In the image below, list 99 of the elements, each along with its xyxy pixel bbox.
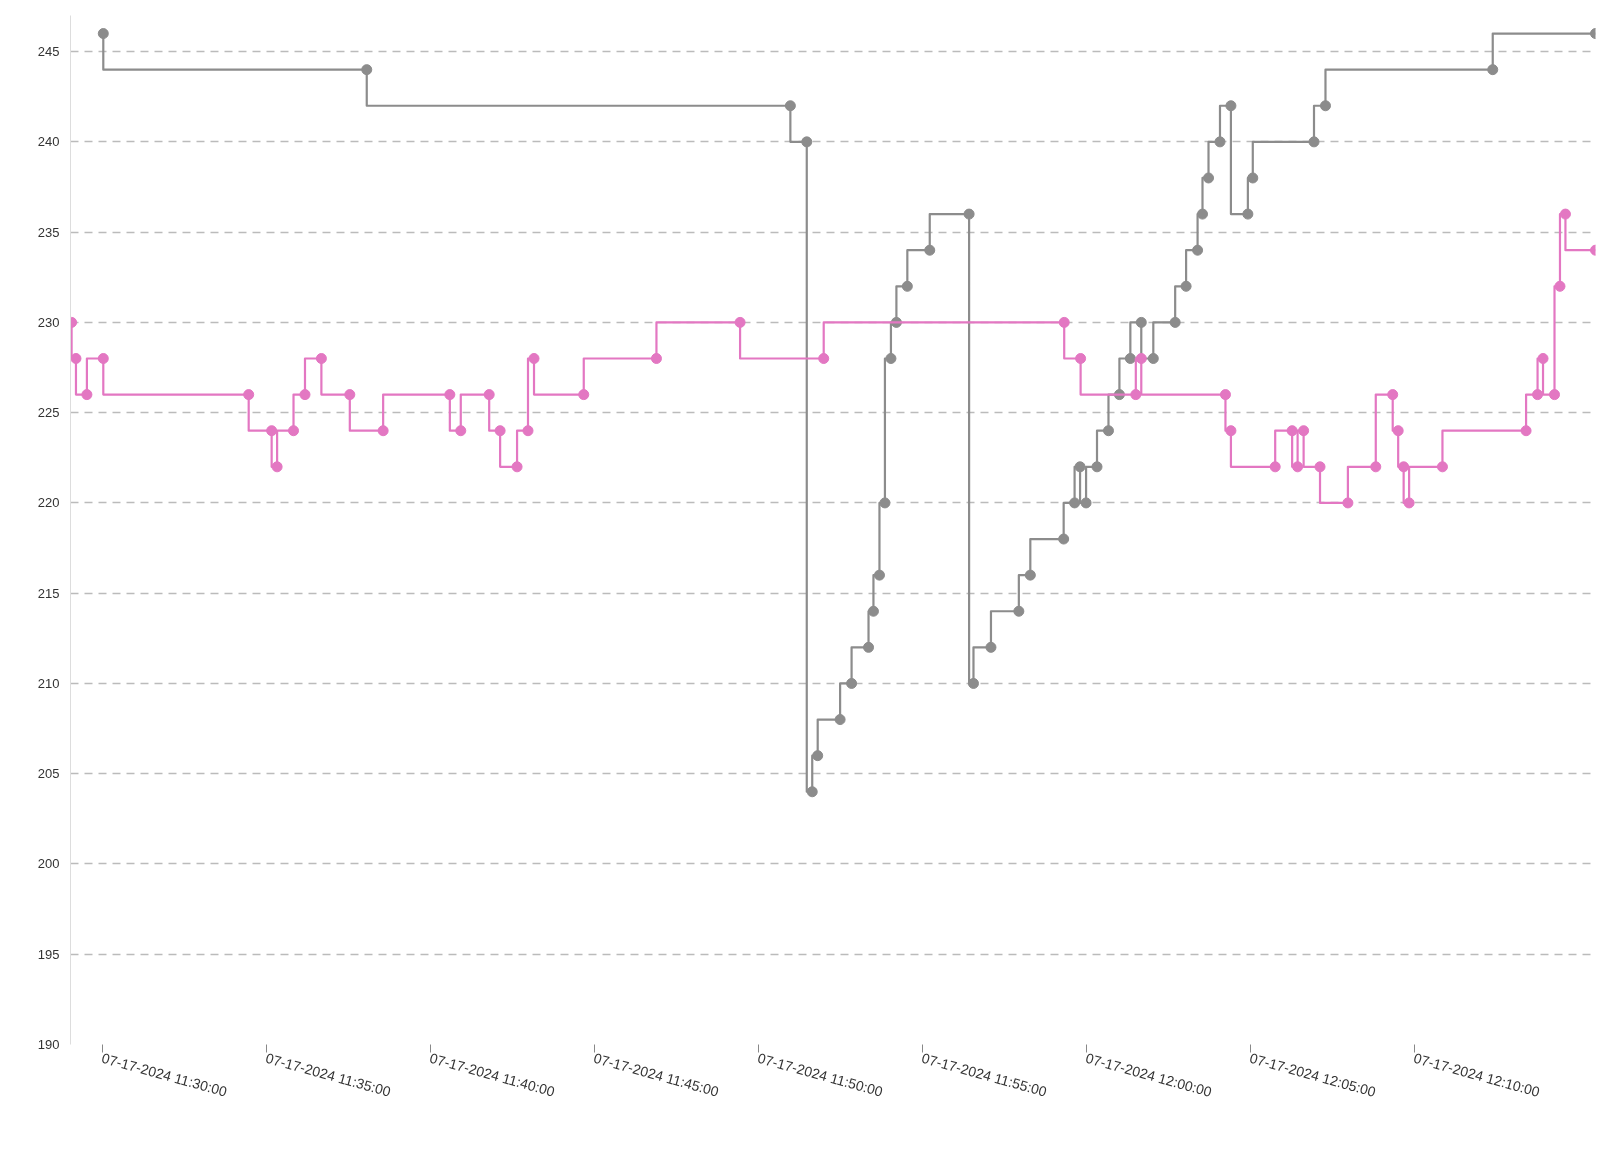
- point: [455, 425, 467, 437]
- point: [1135, 316, 1147, 328]
- y-tick-label: 205: [37, 766, 60, 782]
- point: [1214, 136, 1226, 148]
- point: [1203, 172, 1215, 184]
- point: [1197, 208, 1208, 220]
- y-tick-label: 215: [37, 585, 60, 601]
- point: [444, 389, 456, 401]
- point: [522, 425, 534, 437]
- point: [361, 64, 373, 76]
- point: [963, 208, 975, 220]
- point: [818, 353, 830, 364]
- point: [1074, 461, 1086, 473]
- point: [1135, 353, 1147, 364]
- y-tick-label: 235: [37, 224, 60, 240]
- y-tick-label: 220: [37, 495, 60, 511]
- y-tick-label: 225: [37, 405, 60, 421]
- point: [734, 316, 746, 328]
- point: [1219, 389, 1231, 401]
- y-tick-label: 230: [37, 314, 60, 330]
- point: [1058, 316, 1070, 328]
- point: [879, 497, 891, 509]
- point: [1013, 605, 1025, 617]
- point: [1549, 389, 1561, 401]
- point: [867, 605, 879, 617]
- point: [1147, 353, 1159, 364]
- y-tick-label: 200: [37, 856, 60, 872]
- point: [801, 136, 813, 148]
- y-tick-label: 240: [37, 134, 60, 150]
- point: [846, 677, 858, 689]
- point: [81, 389, 93, 401]
- point: [1169, 316, 1181, 328]
- point: [985, 641, 997, 653]
- point: [299, 389, 311, 401]
- point: [806, 786, 818, 798]
- point: [1436, 461, 1448, 473]
- point: [1269, 461, 1281, 473]
- point: [1024, 569, 1036, 581]
- point: [70, 353, 82, 364]
- point: [1225, 425, 1237, 437]
- point: [1075, 353, 1087, 364]
- y-tick-label: 195: [37, 946, 60, 962]
- point: [1559, 208, 1571, 220]
- y-tick-label: 190: [37, 1037, 60, 1052]
- point: [288, 425, 300, 437]
- point: [1554, 280, 1566, 292]
- point: [494, 425, 506, 437]
- point: [1192, 244, 1204, 256]
- point: [1130, 389, 1142, 401]
- point: [1308, 136, 1320, 148]
- point: [863, 641, 875, 653]
- point: [377, 425, 389, 437]
- point: [1520, 425, 1532, 437]
- point: [1392, 425, 1404, 437]
- point: [1387, 389, 1399, 401]
- point: [885, 353, 897, 364]
- point: [873, 569, 885, 581]
- point: [511, 461, 523, 473]
- point: [1247, 172, 1259, 184]
- point: [1314, 461, 1326, 473]
- point: [834, 714, 846, 726]
- point: [924, 244, 936, 256]
- point: [1342, 497, 1354, 509]
- point: [1403, 497, 1415, 509]
- point: [1319, 100, 1331, 112]
- point: [650, 353, 662, 364]
- point: [243, 389, 255, 401]
- point: [901, 280, 913, 292]
- point: [1069, 497, 1081, 509]
- point: [1080, 497, 1092, 509]
- point: [578, 389, 590, 401]
- point: [315, 353, 327, 364]
- point: [1532, 389, 1544, 401]
- point: [1225, 100, 1237, 112]
- point: [271, 461, 283, 473]
- point: [528, 353, 540, 364]
- point: [483, 389, 495, 401]
- point: [266, 425, 278, 437]
- point: [1370, 461, 1382, 473]
- point: [1286, 425, 1298, 437]
- point: [1058, 533, 1070, 545]
- y-tick-label: 245: [37, 44, 60, 60]
- point: [967, 677, 979, 689]
- point: [1292, 461, 1304, 473]
- point: [1537, 353, 1549, 364]
- point: [97, 28, 109, 40]
- point: [1124, 353, 1136, 364]
- point: [97, 353, 109, 364]
- point: [1487, 64, 1499, 76]
- point: [784, 100, 796, 112]
- point: [1242, 208, 1254, 220]
- y-tick-label: 210: [37, 675, 60, 691]
- point: [1091, 461, 1103, 473]
- point: [1102, 425, 1114, 437]
- point: [812, 750, 824, 762]
- point: [1298, 425, 1310, 437]
- point: [1398, 461, 1410, 473]
- point: [344, 389, 356, 401]
- point: [1180, 280, 1192, 292]
